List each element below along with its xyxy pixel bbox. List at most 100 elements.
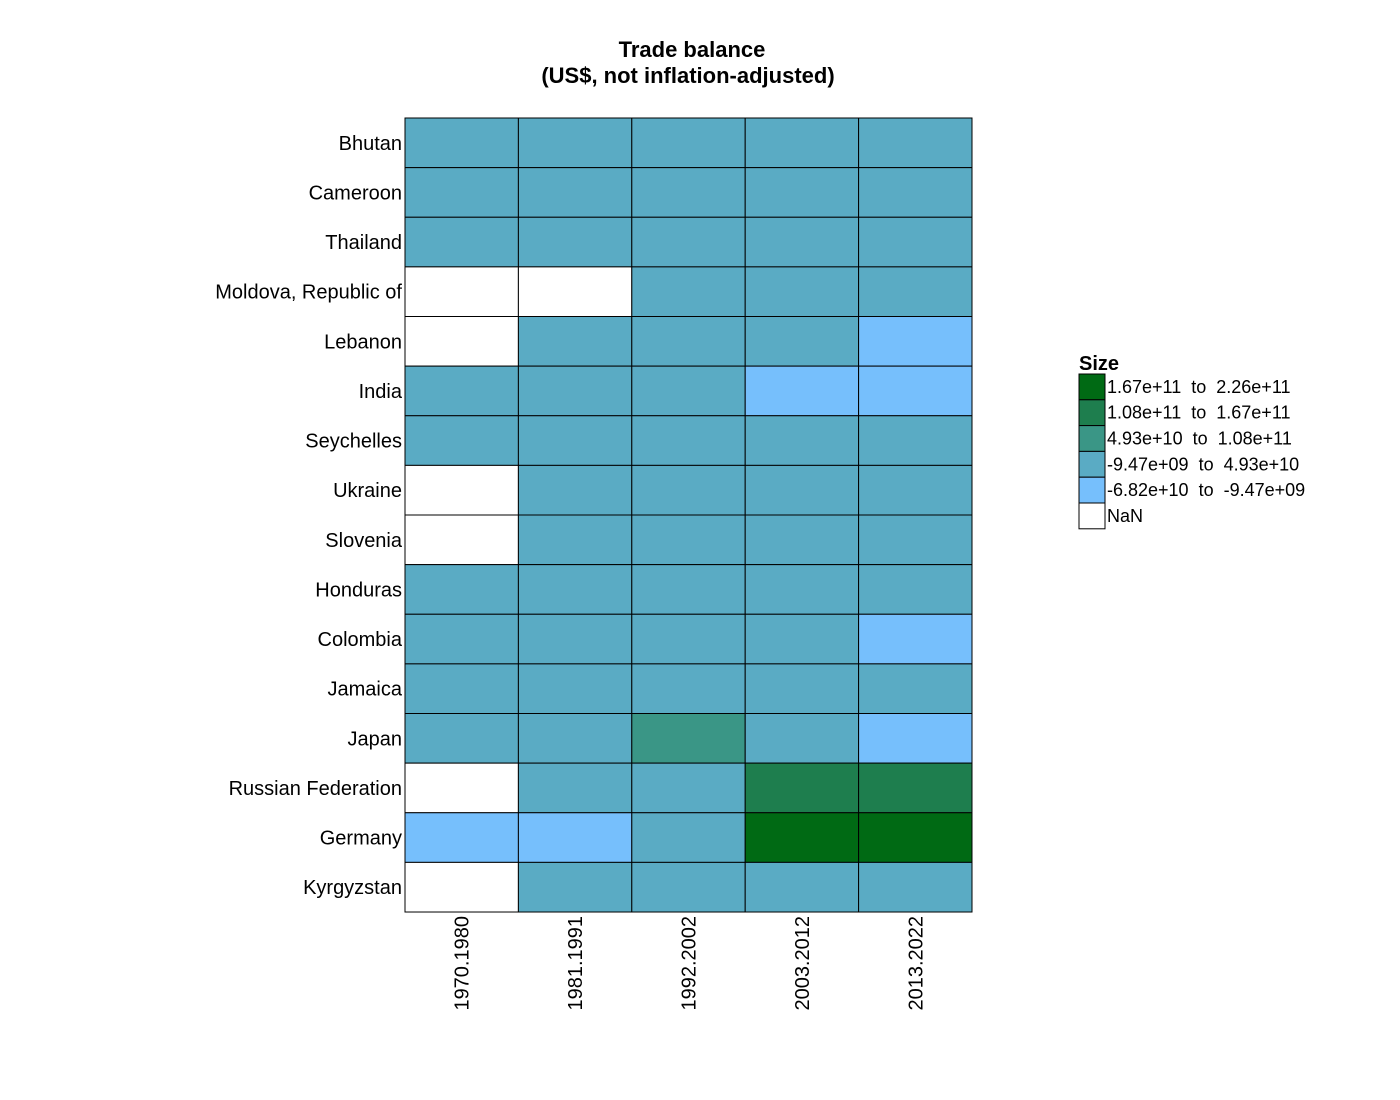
y-tick-label: Bhutan [339, 133, 402, 155]
legend-label: 1.67e+11 to 2.26e+11 [1107, 377, 1291, 397]
heatmap-cell [744, 316, 860, 367]
y-tick-label: Moldova, Republic of [215, 282, 402, 304]
y-tick-label: Seychelles [305, 431, 402, 453]
heatmap-cell [631, 762, 746, 814]
heatmap-cell [631, 564, 746, 615]
heatmap-cell [744, 613, 860, 665]
heatmap-cell [517, 564, 633, 615]
heatmap-cell [858, 167, 973, 218]
x-axis-labels: 1970.1980 1981.1991 1992.2002 2003.2012 2013… [452, 916, 928, 1011]
chart-subtitle: (US$, not inflation-adjusted) [541, 63, 834, 88]
heatmap-cell [858, 564, 973, 615]
heatmap-cell [744, 216, 860, 268]
heatmap-cell [858, 613, 973, 665]
heatmap-cell [517, 812, 633, 863]
heatmap-cell [517, 663, 633, 715]
chart-title: Trade balance [619, 37, 766, 62]
heatmap-cell [631, 613, 746, 665]
heatmap-cell [744, 266, 860, 318]
heatmap-cell [744, 464, 860, 516]
heatmap-cell [631, 266, 746, 318]
heatmap-cell [858, 812, 973, 863]
legend-label: -9.47e+09 to 4.93e+10 [1107, 454, 1299, 474]
heatmap-cell [744, 365, 860, 417]
heatmap-cell [631, 464, 746, 516]
heatmap-cell [631, 117, 746, 169]
heatmap-cell [858, 316, 973, 367]
y-tick-label: Jamaica [328, 679, 403, 701]
heatmap-cell [404, 564, 519, 615]
heatmap-cell [404, 713, 519, 764]
heatmap-cell [631, 713, 746, 764]
heatmap-cell [404, 613, 519, 665]
heatmap-cell [631, 365, 746, 417]
legend-title: Size [1079, 353, 1119, 375]
heatmap-cell [517, 316, 633, 367]
y-tick-label: Slovenia [325, 530, 403, 552]
y-tick-label: Lebanon [324, 331, 402, 353]
heatmap-cell [631, 415, 746, 466]
heatmap-cell [858, 663, 973, 715]
legend-label: NaN [1107, 506, 1143, 526]
x-tick-label: 1970.1980 [452, 916, 474, 1011]
y-tick-label: Germany [320, 828, 402, 850]
y-tick-label: Honduras [315, 579, 402, 601]
heatmap-cell [744, 812, 860, 863]
heatmap-cell [858, 713, 973, 764]
y-tick-label: Colombia [318, 629, 403, 651]
heatmap-cell [404, 464, 519, 516]
heatmap-cell [404, 762, 519, 814]
heatmap-cell [858, 365, 973, 417]
heatmap-cell [858, 266, 973, 318]
heatmap-cell [858, 117, 973, 169]
legend-swatch [1078, 373, 1106, 401]
heatmap-cells [404, 117, 973, 913]
heatmap-cell [517, 365, 633, 417]
heatmap-cell [517, 117, 633, 169]
heatmap-cell [744, 713, 860, 764]
heatmap-cell [517, 464, 633, 516]
heatmap-cell [404, 415, 519, 466]
legend-swatch [1078, 502, 1106, 530]
heatmap-cell [744, 663, 860, 715]
heatmap-cell [404, 216, 519, 268]
legend-swatch [1078, 425, 1106, 452]
y-tick-label: Kyrgyzstan [303, 877, 402, 899]
heatmap-cell [517, 861, 633, 913]
x-tick-label: 2013.2022 [905, 916, 927, 1011]
heatmap-cell [517, 167, 633, 218]
heatmap-cell [744, 514, 860, 566]
heatmap-cell [858, 464, 973, 516]
heatmap-cell [744, 117, 860, 169]
heatmap-cell [858, 514, 973, 566]
x-tick-label: 1981.1991 [565, 916, 587, 1011]
y-tick-label: India [359, 381, 403, 403]
legend-label: 1.08e+11 to 1.67e+11 [1107, 403, 1291, 423]
legend-label: 4.93e+10 to 1.08e+11 [1107, 429, 1292, 449]
heatmap-cell [517, 613, 633, 665]
heatmap-cell [517, 266, 633, 318]
legend: Size 1.67e+11 to 2.26e+11 1.08e+11 to 1.6… [1078, 353, 1305, 530]
x-tick-label: 2003.2012 [792, 916, 814, 1011]
heatmap-cell [517, 514, 633, 566]
heatmap-cell [858, 861, 973, 913]
heatmap-cell [517, 713, 633, 764]
y-tick-label: Thailand [325, 232, 402, 254]
heatmap-cell [858, 216, 973, 268]
heatmap-cell [404, 316, 519, 367]
heatmap-cell [404, 663, 519, 715]
heatmap-cell [631, 861, 746, 913]
x-tick-label: 1992.2002 [679, 916, 701, 1011]
legend-swatch [1078, 450, 1106, 478]
heatmap-cell [404, 167, 519, 218]
heatmap-cell [517, 216, 633, 268]
y-axis-labels: Bhutan Cameroon Thailand Moldova, Republic … [215, 133, 403, 899]
heatmap-cell [404, 117, 519, 169]
y-tick-label: Russian Federation [229, 778, 402, 800]
heatmap-cell [631, 216, 746, 268]
heatmap-cell [631, 316, 746, 367]
heatmap-cell [631, 514, 746, 566]
y-tick-label: Ukraine [333, 480, 402, 502]
heatmap-cell [404, 266, 519, 318]
